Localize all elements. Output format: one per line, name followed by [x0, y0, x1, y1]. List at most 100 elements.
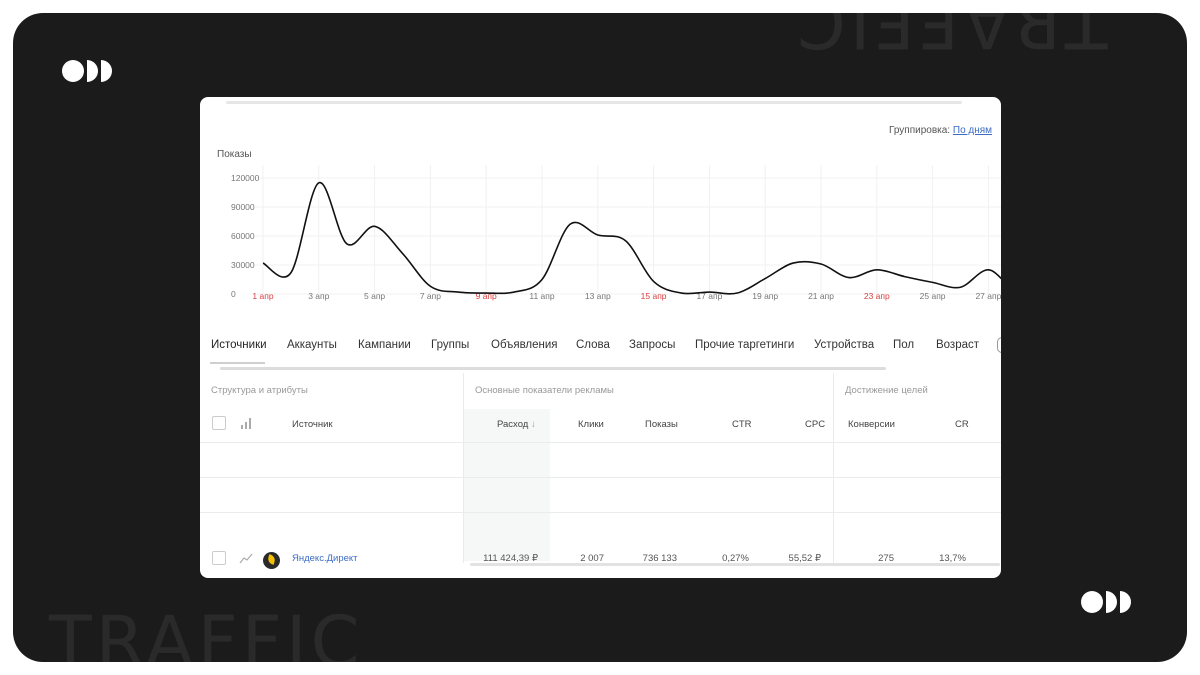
odd-logo-top-left [62, 60, 112, 82]
table-horizontal-scrollbar[interactable] [470, 563, 1000, 566]
chart-point [346, 243, 348, 245]
col-cpc[interactable]: CPC [805, 419, 826, 430]
stats-table: Структура и атрибуты Основные показатели… [200, 373, 1001, 578]
chart-ytick-label: 0 [231, 289, 236, 299]
tab-4[interactable]: Объявления [491, 339, 558, 351]
cell-spend: 111 424,39 ₽ [483, 553, 538, 564]
chart-point [373, 225, 375, 227]
chart-point [625, 240, 627, 242]
chart-point [318, 182, 320, 184]
chart-point [764, 277, 766, 279]
chart-series-line [262, 182, 1001, 295]
chart-point [959, 286, 961, 288]
chart-xtick-label: 11 апр [529, 291, 555, 301]
chart-ytick-label: 60000 [231, 231, 255, 241]
section-structure: Структура и атрибуты [211, 385, 308, 396]
chart-point [652, 280, 654, 282]
grouping-label: Группировка: [889, 125, 951, 136]
more-tabs-indicator[interactable] [997, 337, 1001, 353]
cell-ctr: 0,27% [722, 553, 749, 564]
tab-0[interactable]: Источники [211, 339, 267, 351]
section-goals: Достижение целей [845, 385, 928, 396]
chart-point [931, 281, 933, 283]
background-word-top: TRAFFIC [793, 13, 1108, 63]
col-clicks[interactable]: Клики [578, 419, 604, 430]
chart-point [848, 276, 850, 278]
tab-5[interactable]: Слова [576, 339, 610, 351]
chart-point [987, 269, 989, 271]
chart-point [904, 275, 906, 277]
row-checkbox[interactable] [212, 551, 226, 565]
cell-conversions: 275 [878, 553, 894, 564]
chart-xtick-label: 7 апр [420, 291, 441, 301]
chart-point [569, 223, 571, 225]
col-impressions[interactable]: Показы [645, 419, 678, 430]
cell-impressions: 736 133 [642, 553, 677, 564]
col-cr[interactable]: CR [955, 419, 969, 430]
chart-point [820, 263, 822, 265]
active-tab-underline [210, 362, 265, 364]
tab-2[interactable]: Кампании [358, 339, 411, 351]
section-divider [833, 373, 834, 563]
col-source[interactable]: Источник [292, 419, 333, 430]
bar-chart-icon[interactable] [240, 417, 253, 429]
chart-point [262, 262, 264, 264]
select-all-checkbox[interactable] [212, 416, 226, 430]
col-conversions[interactable]: Конверсии [848, 419, 895, 430]
chart-point [485, 292, 487, 294]
chart-xtick-label: 9 апр [476, 291, 497, 301]
tab-10[interactable]: Возраст [936, 339, 980, 351]
tab-8[interactable]: Устройства [814, 339, 875, 351]
row-divider [200, 442, 1001, 443]
chart-xtick-label: 5 апр [364, 291, 385, 301]
col-ctr[interactable]: CTR [732, 419, 752, 430]
tab-3[interactable]: Группы [431, 339, 470, 351]
cell-cpc: 55,52 ₽ [788, 553, 821, 564]
chart-xtick-label: 19 апр [752, 291, 778, 301]
chart-xtick-label: 25 апр [920, 291, 946, 301]
chart-point [876, 269, 878, 271]
chart-point [680, 292, 682, 294]
col-spend-label: Расход [497, 419, 529, 430]
chart-point [513, 291, 515, 293]
chart-point [541, 278, 543, 280]
row-divider [200, 477, 1001, 478]
cell-cr: 13,7% [939, 553, 966, 564]
yandex-direct-logo-icon [263, 552, 280, 569]
chart-xtick-label: 27 апр [975, 291, 1001, 301]
chart-ytick-label: 90000 [231, 202, 255, 212]
arrow-down-icon: ↓ [530, 419, 536, 430]
chart-point [792, 262, 794, 264]
grouping-value-link[interactable]: По дням [952, 125, 993, 136]
chart-svg: Показы 120000 90000 60000 30000 0 1 апр 3 апр 5 … [217, 149, 1001, 301]
col-spend[interactable]: Расход ↓ [497, 419, 536, 430]
tab-7[interactable]: Прочие таргетинги [695, 339, 795, 351]
horizontal-scrollbar-top[interactable] [226, 101, 962, 104]
tab-9[interactable]: Пол [893, 339, 915, 351]
tab-6[interactable]: Запросы [629, 339, 676, 351]
chart-xtick-label: 17 апр [696, 291, 722, 301]
tab-1[interactable]: Аккаунты [287, 339, 337, 351]
chart-point [457, 291, 459, 293]
chart-xtick-label: 21 апр [808, 291, 834, 301]
cell-clicks: 2 007 [580, 553, 604, 564]
chart-point [597, 234, 599, 236]
line-chart-toggle-icon[interactable] [239, 553, 253, 564]
chart-ytick-label: 30000 [231, 260, 255, 270]
sorted-column-highlight [464, 409, 550, 561]
chart-point [736, 292, 738, 294]
tabs-scrollbar[interactable] [220, 367, 886, 370]
chart-xtick-label: 3 апр [308, 291, 329, 301]
odd-logo-bottom-right [1081, 591, 1131, 613]
section-main-metrics: Основные показатели рекламы [475, 385, 614, 396]
chart-ytick-label: 120000 [231, 173, 260, 183]
chart-ylabel: Показы [217, 149, 252, 160]
chart-xtick-label: 23 апр [864, 291, 890, 301]
grouping-control: Группировка: По дням [889, 125, 992, 136]
chart-point [290, 272, 292, 274]
dimension-tabs: Источники Аккаунты Кампании Группы Объявлени… [200, 335, 1001, 365]
chart-point [429, 285, 431, 287]
background-word-bottom: TRAFFIC [49, 601, 364, 662]
chart-xtick-label: 15 апр [641, 291, 667, 301]
source-link[interactable]: Яндекс.Директ [292, 553, 358, 564]
